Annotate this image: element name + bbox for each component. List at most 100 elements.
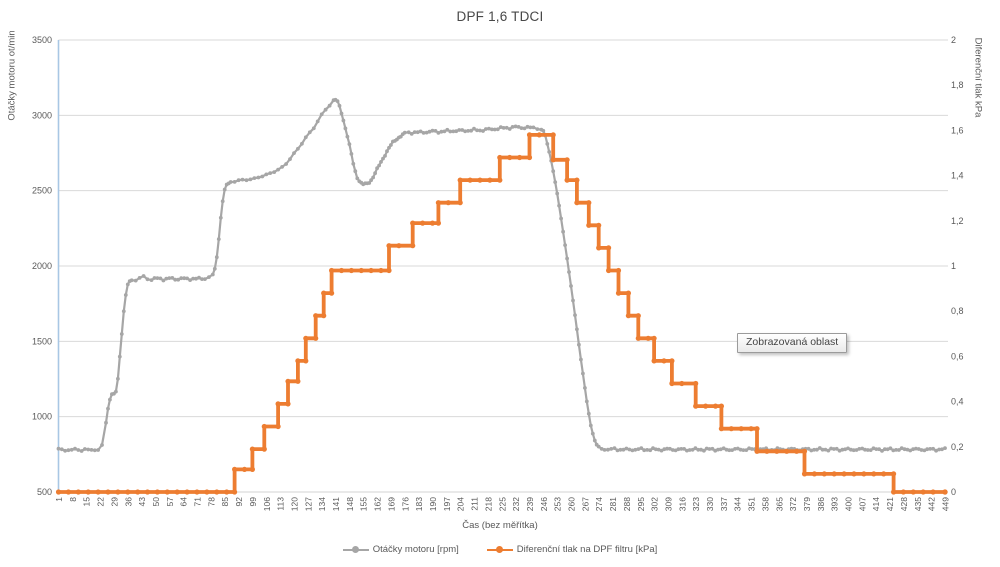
rpm-series-marker: [104, 420, 108, 425]
rpm-series-marker: [575, 327, 579, 332]
rpm-series-marker: [551, 169, 556, 174]
rpm-series-marker: [829, 446, 833, 451]
rpm-series-marker: [659, 448, 664, 453]
pressure-series-marker: [784, 448, 790, 454]
rpm-series-marker: [679, 447, 684, 451]
rpm-series-marker: [931, 446, 935, 451]
rpm-series-marker: [179, 276, 184, 281]
pressure-series-marker: [651, 335, 657, 341]
rpm-series-marker: [559, 216, 563, 221]
rpm-series-marker: [899, 446, 904, 451]
pressure-series-marker: [75, 489, 81, 495]
x-tick-label: 162: [373, 497, 383, 511]
rpm-series-marker: [648, 448, 653, 453]
x-tick-label: 8: [68, 497, 78, 502]
rpm-series-marker: [484, 127, 488, 131]
pressure-series-marker: [821, 471, 827, 477]
rpm-series-marker: [430, 128, 435, 133]
rpm-series-marker: [173, 277, 178, 282]
pressure-series-marker: [261, 446, 267, 452]
rpm-series-marker: [826, 448, 831, 453]
rpm-series-marker: [137, 276, 142, 280]
rpm-series-marker: [252, 176, 257, 181]
pressure-series-marker: [738, 426, 744, 432]
x-tick-label: 407: [857, 497, 867, 511]
rpm-series-marker: [158, 276, 163, 281]
rpm-series-marker: [108, 397, 112, 402]
rpm-series-marker: [207, 275, 211, 279]
rpm-series-marker: [123, 293, 128, 297]
rpm-series-marker: [919, 448, 924, 452]
x-tick-label: 267: [580, 497, 590, 511]
rpm-series-marker: [567, 270, 571, 274]
rpm-series-marker: [222, 187, 227, 192]
pressure-series-marker: [507, 154, 513, 161]
pressure-series-marker: [154, 489, 160, 495]
pressure-series-marker: [669, 358, 675, 364]
pressure-series-marker: [457, 177, 463, 183]
rpm-series-marker: [849, 447, 853, 452]
pressure-series-marker: [497, 154, 503, 161]
rpm-series-marker: [581, 371, 585, 376]
rpm-series-marker: [569, 284, 573, 288]
rpm-series-marker: [460, 128, 465, 132]
pressure-series-marker: [574, 200, 580, 206]
pressure-series-marker: [321, 313, 327, 319]
rpm-series-marker: [421, 131, 426, 135]
rpm-series-marker: [487, 126, 491, 131]
pressure-series-marker: [801, 471, 808, 477]
pressure-series-marker: [378, 267, 384, 274]
pressure-series-marker: [881, 471, 887, 477]
pressure-series-marker: [303, 358, 309, 364]
legend-item-rpm[interactable]: Otáčky motoru [rpm]: [342, 544, 459, 555]
rpm-series-marker: [590, 431, 595, 436]
rpm-series-marker: [433, 129, 438, 133]
rpm-series-marker: [182, 276, 187, 281]
rpm-series-marker: [383, 154, 387, 158]
rpm-series-marker: [668, 446, 672, 451]
rpm-series-marker: [817, 446, 822, 450]
x-tick-label: 176: [400, 497, 410, 511]
pressure-series-marker: [338, 267, 345, 274]
rpm-series-marker: [820, 447, 825, 452]
rpm-series-marker: [369, 178, 373, 183]
pressure-series-marker: [194, 489, 200, 495]
rpm-series-marker: [662, 447, 667, 452]
pressure-series-marker: [536, 132, 542, 138]
rpm-series-marker: [406, 130, 411, 135]
pressure-series-marker: [811, 471, 818, 477]
rpm-series-marker: [606, 447, 610, 452]
rpm-series-marker: [214, 255, 219, 260]
legend-item-pressure[interactable]: Diferenční tlak na DPF filtru [kPa]: [486, 544, 657, 555]
pressure-series-marker: [125, 489, 131, 495]
rpm-series-marker: [676, 447, 681, 452]
rpm-series-marker: [592, 438, 597, 443]
rpm-series-marker: [353, 169, 358, 174]
pressure-series-marker: [703, 403, 709, 409]
x-tick-label: 155: [359, 497, 369, 511]
pressure-series-marker: [368, 267, 374, 274]
x-tick-label: 36: [123, 497, 133, 507]
pressure-series-marker: [754, 448, 760, 454]
pressure-series-marker: [651, 358, 657, 364]
rpm-series-marker: [902, 447, 907, 452]
rpm-series-marker: [547, 150, 552, 154]
rpm-series-marker: [375, 166, 379, 171]
x-tick-label: 358: [760, 497, 770, 511]
x-tick-label: 449: [941, 497, 951, 511]
x-tick-label: 127: [303, 497, 313, 511]
rpm-series-line[interactable]: [57, 98, 947, 453]
rpm-series-marker: [96, 448, 100, 452]
rpm-series-marker: [463, 129, 467, 134]
rpm-series-marker: [495, 127, 500, 132]
plot-area-tooltip[interactable]: Zobrazovaná oblast: [737, 333, 848, 353]
x-tick-label: 365: [774, 497, 784, 511]
rpm-series-marker: [442, 129, 447, 134]
pressure-series-line[interactable]: [56, 133, 947, 494]
pressure-series-marker: [214, 489, 220, 495]
rpm-series-marker: [555, 191, 560, 196]
rpm-series-marker: [490, 127, 494, 132]
rpm-series-marker: [203, 277, 207, 281]
x-tick-label: 22: [96, 497, 106, 507]
pressure-series-marker: [891, 489, 897, 495]
